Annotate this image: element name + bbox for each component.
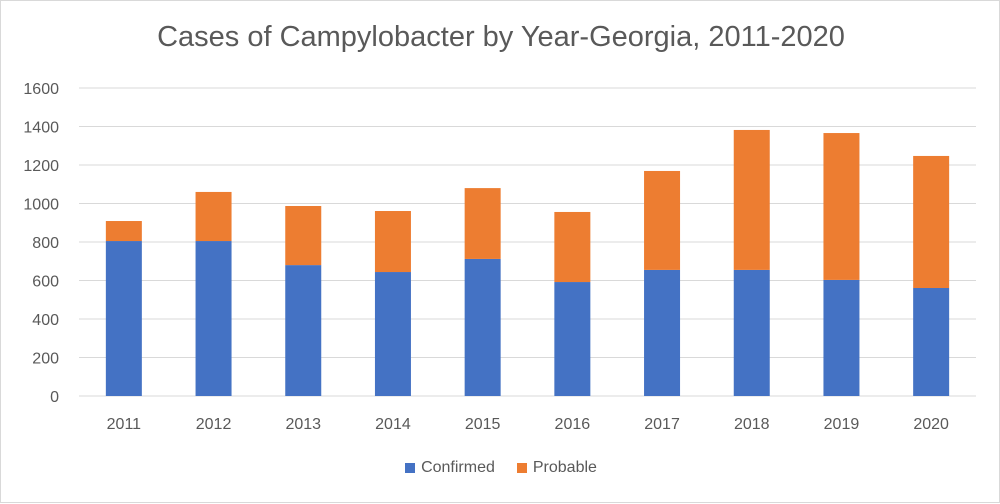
x-tick-label: 2017 xyxy=(644,416,680,433)
x-tick-label: 2018 xyxy=(734,416,770,433)
bar-probable-2020 xyxy=(913,155,950,289)
bar-probable-2017 xyxy=(644,170,681,270)
bar-probable-2012 xyxy=(195,191,232,242)
bar-confirmed-2011 xyxy=(105,241,142,396)
legend-label-probable: Probable xyxy=(532,459,597,476)
y-tick-label: 1400 xyxy=(23,120,59,137)
bar-confirmed-2013 xyxy=(285,265,322,396)
x-tick-label: 2016 xyxy=(555,416,591,433)
bar-probable-2013 xyxy=(285,206,322,266)
legend-swatch-confirmed xyxy=(405,463,416,473)
bar-probable-2016 xyxy=(554,211,591,283)
x-tick-label: 2011 xyxy=(107,416,142,433)
x-tick-label: 2013 xyxy=(285,416,321,433)
bar-probable-2015 xyxy=(464,188,501,259)
bar-probable-2011 xyxy=(105,221,142,242)
x-tick-label: 2014 xyxy=(375,416,411,433)
y-tick-label: 400 xyxy=(32,312,59,329)
bar-confirmed-2020 xyxy=(913,288,950,396)
bar-confirmed-2015 xyxy=(464,258,501,396)
y-tick-label: 1000 xyxy=(23,197,59,214)
x-tick-label: 2012 xyxy=(196,416,232,433)
bar-confirmed-2016 xyxy=(554,282,591,396)
bar-confirmed-2012 xyxy=(195,241,232,396)
bar-probable-2014 xyxy=(374,211,411,273)
x-tick-label: 2019 xyxy=(824,416,860,433)
y-tick-label: 1600 xyxy=(23,81,59,98)
bar-confirmed-2018 xyxy=(733,269,770,396)
legend-label-confirmed: Confirmed xyxy=(421,459,495,476)
legend: Confirmed Probable xyxy=(1,459,1000,477)
legend-item-probable: Probable xyxy=(516,459,597,477)
x-tick-label: 2020 xyxy=(913,416,949,433)
y-tick-label: 0 xyxy=(50,389,59,406)
y-tick-label: 200 xyxy=(32,351,59,368)
chart-title: Cases of Campylobacter by Year-Georgia, … xyxy=(157,21,845,53)
y-tick-label: 800 xyxy=(32,235,59,252)
y-tick-label: 1200 xyxy=(23,158,59,175)
bar-confirmed-2017 xyxy=(644,269,681,396)
y-tick-label: 600 xyxy=(32,274,59,291)
legend-swatch-probable xyxy=(516,463,527,473)
bar-confirmed-2019 xyxy=(823,279,860,396)
x-tick-label: 2015 xyxy=(465,416,501,433)
bar-probable-2019 xyxy=(823,133,860,280)
bar-probable-2018 xyxy=(733,129,770,270)
bar-confirmed-2014 xyxy=(374,272,411,396)
legend-item-confirmed: Confirmed xyxy=(405,459,495,477)
